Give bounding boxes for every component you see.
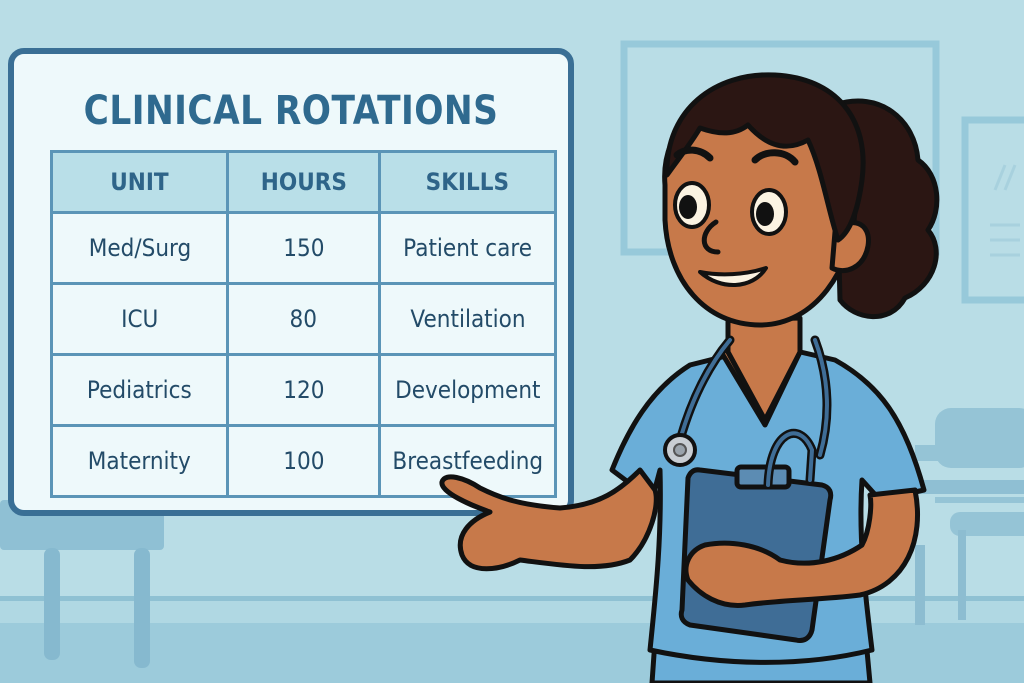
cell-hours: 80	[226, 282, 381, 356]
cell-unit: Maternity	[50, 424, 229, 498]
header-unit: UNIT	[50, 150, 229, 214]
cell-unit: Med/Surg	[50, 211, 229, 285]
cell-hours: 100	[226, 424, 381, 498]
cell-unit: ICU	[50, 282, 229, 356]
table-row: Pediatrics 120 Development	[50, 353, 557, 427]
cell-hours: 150	[226, 211, 381, 285]
table-row: Maternity 100 Breastfeeding	[50, 424, 557, 498]
chairs	[900, 408, 1024, 625]
table-row: ICU 80 Ventilation	[50, 282, 557, 356]
cell-skills: Patient care	[378, 211, 557, 285]
clinical-rotations-board: CLINICAL ROTATIONS UNIT HOURS SKILLS Med…	[8, 48, 574, 516]
table-header-row: UNIT HOURS SKILLS	[50, 150, 557, 214]
board-title: CLINICAL ROTATIONS	[83, 88, 499, 134]
cell-skills: Breastfeeding	[378, 424, 557, 498]
cell-hours: 120	[226, 353, 381, 427]
cell-skills: Ventilation	[378, 282, 557, 356]
header-hours: HOURS	[226, 150, 381, 214]
wall-picture	[961, 116, 1024, 304]
cell-unit: Pediatrics	[50, 353, 229, 427]
wall-frame	[620, 40, 940, 256]
rotations-table: UNIT HOURS SKILLS Med/Surg 150 Patient c…	[50, 150, 557, 498]
header-skills: SKILLS	[378, 150, 557, 214]
cell-skills: Development	[378, 353, 557, 427]
table-row: Med/Surg 150 Patient care	[50, 211, 557, 285]
